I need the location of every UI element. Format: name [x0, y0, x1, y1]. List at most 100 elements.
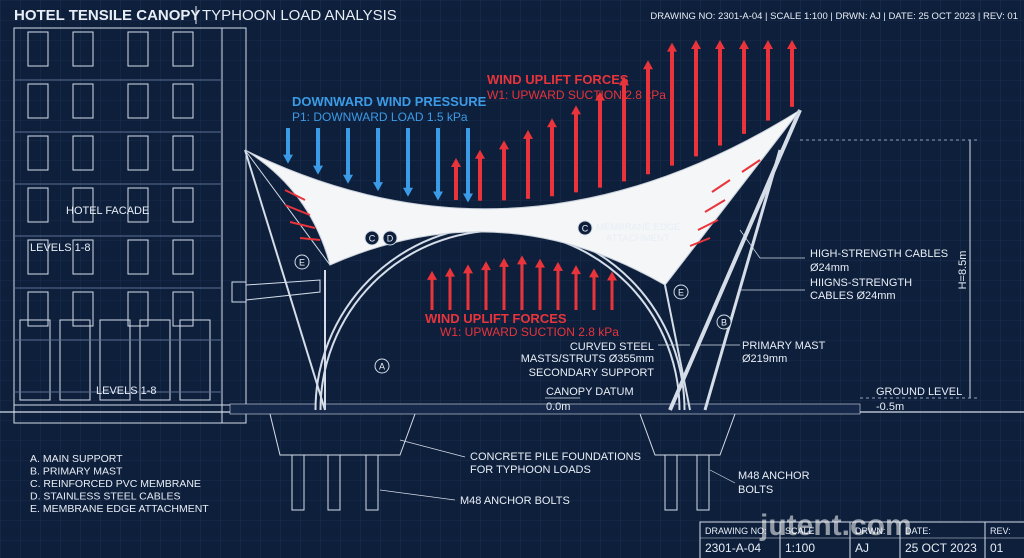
note: FOR TYPHOON LOADS	[470, 464, 591, 476]
foundations	[0, 403, 1024, 511]
arrow-head	[571, 265, 581, 275]
building	[13, 27, 321, 424]
window	[72, 135, 94, 171]
block-label: DRWN:	[855, 526, 885, 536]
note: -0.5m	[876, 401, 904, 413]
block-label: SCALE	[785, 526, 815, 536]
marker-label: E	[299, 258, 305, 268]
note: MEMBRANE EDGE	[596, 222, 680, 233]
note: 0.0m	[546, 401, 570, 413]
legend-item: B. PRIMARY MAST	[30, 466, 123, 478]
note: ATTACHMENT	[606, 233, 670, 244]
arrow-head	[451, 157, 461, 167]
window	[27, 239, 49, 275]
arrow-head	[433, 191, 443, 201]
arrow-head	[535, 258, 545, 268]
window	[72, 31, 94, 67]
arrow-head	[517, 255, 527, 265]
arrow-head	[691, 40, 701, 49]
leader-lines	[379, 229, 805, 501]
marker-label: C	[582, 224, 589, 234]
window	[72, 83, 94, 119]
arrow-head	[403, 187, 413, 197]
window	[127, 83, 149, 119]
arrow-head	[463, 264, 473, 274]
arrow-head	[343, 174, 353, 184]
uplift-text: W1: UPWARD SUCTION 2.8 kPa	[487, 88, 666, 102]
side-arrow	[284, 189, 306, 201]
height-dimension	[800, 139, 980, 399]
window	[72, 239, 94, 275]
marker-circle	[374, 358, 390, 374]
window	[72, 291, 94, 327]
marker-circle	[364, 230, 380, 246]
arrow-head	[763, 40, 773, 49]
arrow-head	[475, 149, 485, 159]
title-block: DRAWING NO: 2301-A-04 SCALE 1:100 DRWN: AJ DAT…	[699, 521, 1024, 558]
uplift-title: WIND UPLIFT FORCES	[487, 72, 629, 87]
arrow-head	[373, 182, 383, 192]
window	[179, 319, 211, 401]
arrow-head	[463, 193, 473, 203]
load-arrows	[283, 40, 797, 310]
side-arrow	[299, 237, 321, 241]
levels-label: LEVELS 1-8	[30, 242, 91, 254]
block-value: AJ	[855, 541, 869, 555]
window	[27, 291, 49, 327]
note: Ø24mm	[810, 262, 849, 274]
window	[27, 187, 49, 223]
subtitle: TYPHOON LOAD ANALYSIS	[202, 7, 397, 24]
block-value: 01	[990, 541, 1004, 555]
window	[172, 31, 194, 67]
side-arrow	[284, 204, 311, 216]
side-arrow	[711, 179, 731, 193]
note: M48 ANCHOR BOLTS	[460, 495, 570, 507]
arrow-head	[427, 270, 437, 280]
marker-circle	[673, 284, 689, 300]
window	[27, 31, 49, 67]
marker-label: E	[678, 288, 684, 298]
arrow-head	[499, 257, 509, 267]
arrow-head	[499, 140, 509, 150]
arrow-head	[523, 129, 533, 139]
arrow-head	[643, 60, 653, 70]
window	[27, 83, 49, 119]
arrow-head	[619, 76, 629, 86]
window	[127, 135, 149, 171]
note: GROUND LEVEL	[876, 386, 962, 398]
arrow-head	[787, 40, 797, 49]
window	[59, 319, 91, 401]
markers: C D E C E A B	[294, 220, 732, 374]
arrow-head	[547, 118, 557, 128]
block-label: REV:	[990, 526, 1011, 536]
note: MASTS/STRUTS Ø355mm	[521, 353, 654, 365]
arrow-head	[589, 268, 599, 278]
marker-circle	[382, 230, 398, 246]
window	[172, 83, 194, 119]
arrow-head	[715, 40, 725, 49]
legend-item: E. MEMBRANE EDGE ATTACHMENT	[30, 503, 209, 515]
marker-label: D	[387, 234, 394, 244]
block-value: 2301-A-04	[705, 541, 761, 555]
window	[139, 319, 171, 401]
downward-title: DOWNWARD WIND PRESSURE	[292, 94, 487, 109]
legend-item: C. REINFORCED PVC MEMBRANE	[30, 478, 201, 490]
arrow-head	[739, 40, 749, 49]
window	[127, 31, 149, 67]
note: M48 ANCHOR	[738, 470, 810, 482]
window	[99, 319, 131, 401]
window	[172, 187, 194, 223]
downward-text: P1: DOWNWARD LOAD 1.5 kPa	[292, 110, 468, 124]
note: PRIMARY MAST	[742, 340, 826, 352]
side-arrow	[689, 237, 711, 247]
note: SECONDARY SUPPORT	[529, 367, 655, 379]
marker-label: C	[369, 234, 376, 244]
window	[127, 291, 149, 327]
side-arrow	[704, 199, 726, 213]
window	[172, 291, 194, 327]
window	[19, 319, 51, 401]
window	[172, 135, 194, 171]
note: Ø219mm	[742, 353, 787, 365]
